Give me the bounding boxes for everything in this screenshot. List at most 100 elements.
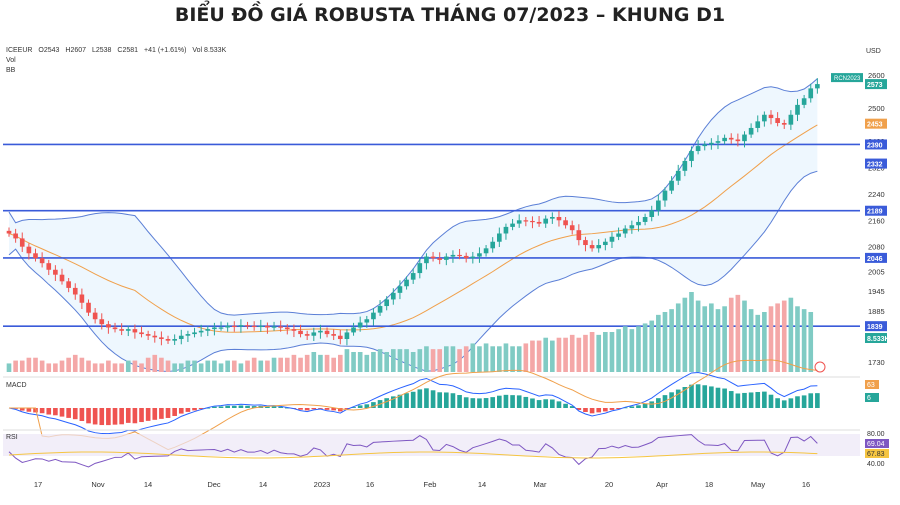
price-chart-svg: 2600250024002320224021602080200519451885… <box>3 71 890 489</box>
candle-body <box>192 332 197 335</box>
volume-bar <box>675 303 681 372</box>
candle-body <box>178 335 184 340</box>
candle-body <box>159 337 164 340</box>
candle-body <box>112 327 118 330</box>
macd-histogram-bar <box>795 396 800 408</box>
candle-body <box>583 240 588 246</box>
alert-icon <box>814 361 826 373</box>
volume-bar <box>284 357 290 372</box>
volume-bar <box>79 357 85 372</box>
volume-bar <box>192 360 197 372</box>
volume-bar <box>125 360 131 372</box>
macd-histogram-bar <box>26 408 32 412</box>
volume-bar <box>762 312 767 372</box>
rsi-ma-value: 67.83 <box>867 451 885 458</box>
x-tick-label: 14 <box>144 480 152 489</box>
macd-histogram-bar <box>576 408 582 411</box>
candle-body <box>801 98 807 105</box>
candle-body <box>642 217 648 222</box>
volume-bar <box>768 306 774 372</box>
volume-bar <box>622 326 628 372</box>
high-value: H2607 <box>65 47 87 54</box>
candle-body <box>344 332 350 340</box>
volume-bar <box>510 346 515 372</box>
macd-histogram-bar <box>503 394 509 408</box>
candle-body <box>589 245 595 249</box>
candle-body <box>808 88 814 99</box>
macd-histogram-bar <box>530 398 535 408</box>
volume-bar <box>563 337 568 372</box>
candle-body <box>397 286 403 293</box>
macd-histogram-bar <box>556 401 562 408</box>
rsi-ma-line <box>8 451 818 459</box>
volume-bar <box>748 309 754 372</box>
macd-histogram-bar <box>159 408 164 419</box>
price-badge-name-bg <box>831 73 863 83</box>
candle-body <box>675 170 681 181</box>
symbol-label: ICEEUR <box>6 47 33 54</box>
candle-body <box>33 253 38 259</box>
macd-histogram-bar <box>768 394 774 408</box>
macd-histogram-bar <box>755 392 761 408</box>
price-badge-value: 2390 <box>867 142 883 149</box>
volume-bar <box>775 303 780 372</box>
price-badge-name: RCN2023 <box>834 76 861 82</box>
candle-body <box>92 312 98 320</box>
candle-body <box>152 335 158 338</box>
candle-body <box>258 325 264 328</box>
candle-body <box>304 334 310 336</box>
candle-body <box>324 330 330 335</box>
macd-histogram-bar <box>19 408 25 411</box>
macd-histogram-bar <box>722 388 727 408</box>
candle-body <box>709 142 714 145</box>
x-tick-label: May <box>751 480 765 489</box>
volume-bar <box>351 352 356 372</box>
volume-bar <box>205 360 211 372</box>
x-tick-label: Dec <box>207 480 221 489</box>
candle-body <box>762 114 767 122</box>
volume-bar <box>470 343 476 372</box>
candle-body <box>119 329 124 331</box>
volume-bar <box>364 354 370 372</box>
volume-bar <box>159 357 164 372</box>
volume-bar <box>583 334 588 372</box>
macd-histogram-bar <box>397 394 403 408</box>
candle-body <box>457 254 462 257</box>
candle-body <box>390 292 396 300</box>
macd-histogram-bar <box>410 391 416 408</box>
macd-histogram-bar <box>669 392 674 408</box>
candle-body <box>291 329 297 331</box>
price-badge-bg <box>865 118 887 129</box>
macd-histogram-bar <box>589 408 595 414</box>
volume-bar <box>278 357 283 372</box>
volume-bar <box>318 354 323 372</box>
volume-bar <box>437 349 443 372</box>
candle-body <box>271 326 277 328</box>
macd-histogram-bar <box>457 395 462 408</box>
x-tick-label: 17 <box>34 480 42 489</box>
volume-bar <box>457 349 462 372</box>
y-tick-label: 1945 <box>868 287 885 296</box>
candle-body <box>404 279 409 287</box>
candle-body <box>775 118 780 124</box>
macd-histogram-bar <box>192 408 197 411</box>
volume-bar <box>99 363 105 372</box>
candle-body <box>483 248 489 254</box>
candle-body <box>337 335 343 340</box>
macd-histogram-bar <box>364 404 370 408</box>
volume-bar <box>390 349 396 372</box>
macd-histogram-bar <box>563 403 568 408</box>
volume-bar <box>212 360 217 372</box>
volume-bar <box>550 340 555 372</box>
price-badge-bg <box>865 158 887 169</box>
macd-histogram-bar <box>550 399 555 408</box>
volume-bar <box>218 363 224 372</box>
macd-histogram-bar <box>271 406 277 408</box>
candle-body <box>563 220 568 226</box>
candle-body <box>781 123 787 125</box>
volume-bar <box>801 309 807 372</box>
macd-histogram-bar <box>185 408 191 412</box>
macd-value-bg <box>865 380 879 389</box>
volume-bar <box>722 306 727 372</box>
candle-body <box>364 319 370 323</box>
